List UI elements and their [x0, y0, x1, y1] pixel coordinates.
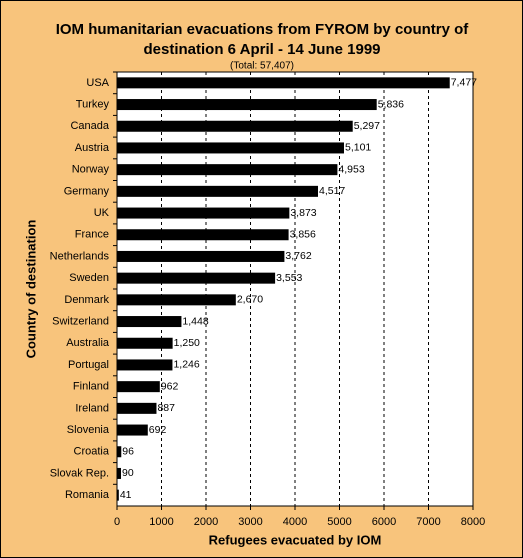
bar	[117, 359, 173, 371]
x-tick-label: 0	[114, 516, 120, 528]
x-tick-label: 5000	[327, 516, 351, 528]
x-tick-label: 2000	[194, 516, 218, 528]
chart-title: IOM humanitarian evacuations from FYROM …	[56, 21, 470, 38]
bar	[117, 294, 236, 306]
data-label: 3,856	[290, 229, 316, 241]
x-tick-label: 4000	[283, 516, 307, 528]
bar	[117, 164, 338, 176]
x-tick-label: 1000	[149, 516, 173, 528]
y-tick-label: USA	[86, 77, 109, 89]
data-label: 3,762	[285, 250, 311, 262]
y-tick-label: Slovak Rep.	[50, 467, 109, 479]
data-label: 4,953	[338, 163, 364, 175]
y-tick-label: Norway	[72, 164, 110, 176]
data-label: 4,517	[319, 185, 345, 197]
y-tick-label: Switzerland	[52, 315, 109, 327]
bar	[117, 250, 285, 262]
data-label: 3,553	[276, 272, 302, 284]
data-label: 692	[149, 424, 167, 436]
data-label: 7,477	[451, 77, 477, 89]
y-tick-label: Turkey	[76, 98, 110, 110]
x-tick-label: 3000	[238, 516, 262, 528]
bar	[117, 77, 450, 89]
chart-subtitle: (Total: 57,407)	[230, 61, 294, 72]
bar	[117, 207, 290, 219]
data-label: 96	[122, 446, 134, 458]
y-tick-label: Finland	[73, 381, 109, 393]
x-tick-label: 8000	[461, 516, 485, 528]
bar	[117, 424, 148, 436]
data-label: 3,873	[290, 207, 316, 219]
bar	[117, 185, 319, 197]
bar	[117, 99, 377, 111]
chart-title: destination 6 April - 14 June 1999	[143, 41, 380, 58]
y-tick-label: Ireland	[75, 402, 109, 414]
y-tick-label: Denmark	[64, 294, 109, 306]
bar	[117, 467, 122, 479]
bar	[117, 381, 160, 393]
bar	[117, 446, 122, 458]
data-label: 1,448	[182, 315, 208, 327]
bar	[117, 120, 353, 132]
y-tick-label: Netherlands	[50, 250, 110, 262]
y-tick-label: Australia	[66, 337, 110, 349]
bar	[117, 229, 289, 241]
y-tick-label: Slovenia	[67, 424, 110, 436]
x-tick-label: 7000	[416, 516, 440, 528]
data-label: 2,670	[237, 294, 263, 306]
y-tick-label: Croatia	[74, 446, 110, 458]
data-label: 962	[161, 380, 179, 392]
y-tick-label: France	[75, 229, 109, 241]
bar	[117, 142, 344, 154]
bar	[117, 337, 173, 349]
y-tick-label: Canada	[70, 120, 109, 132]
data-label: 887	[157, 402, 175, 414]
data-label: 1,246	[173, 359, 199, 371]
y-tick-label: Sweden	[69, 272, 109, 284]
data-label: 90	[122, 467, 134, 479]
y-tick-label: Romania	[65, 489, 110, 501]
data-label: 5,297	[354, 120, 380, 132]
bar	[117, 402, 157, 414]
x-tick-label: 6000	[372, 516, 396, 528]
data-label: 5,836	[378, 98, 404, 110]
data-label: 1,250	[174, 337, 200, 349]
x-axis-label: Refugees evacuated by IOM	[209, 532, 382, 547]
y-tick-label: Austria	[75, 142, 110, 154]
data-label: 5,101	[345, 142, 371, 154]
bar	[117, 272, 276, 284]
data-label: 41	[120, 489, 132, 501]
y-tick-label: Portugal	[68, 359, 109, 371]
bar	[117, 316, 182, 328]
bar	[117, 489, 119, 501]
y-tick-label: UK	[94, 207, 110, 219]
y-axis-label: Country of destination	[23, 220, 38, 359]
y-tick-label: Germany	[64, 185, 110, 197]
